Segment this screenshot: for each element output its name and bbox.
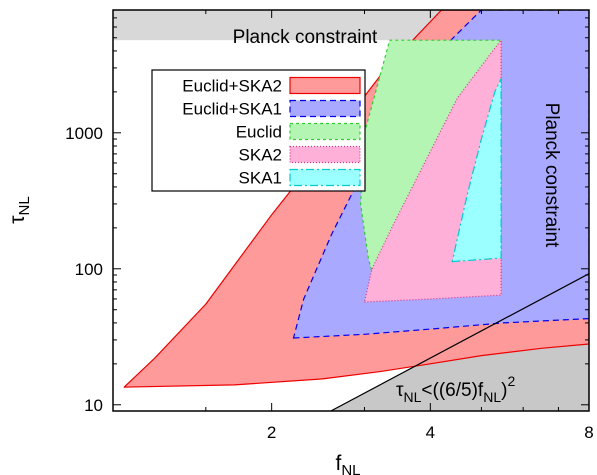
- series-region-ska1: [451, 78, 502, 263]
- y-tick-label: 100: [75, 260, 103, 279]
- x-axis-title: fNL: [335, 452, 360, 475]
- legend-label: SKA2: [239, 146, 282, 165]
- legend-swatch: [289, 168, 361, 187]
- bound-sup: 2: [507, 373, 515, 389]
- legend-label: Euclid+SKA1: [182, 100, 282, 119]
- y-tick-label: 10: [84, 396, 103, 415]
- legend: Euclid+SKA2 Euclid+SKA1 Euclid SKA2 SKA1: [151, 69, 366, 192]
- legend-swatch: [289, 76, 361, 95]
- bound-tau: τ: [396, 380, 404, 401]
- legend-label: Euclid: [236, 123, 282, 142]
- bound-label: τNL<((6/5)fNL)2: [396, 373, 515, 405]
- plot-area: [113, 10, 589, 411]
- bound-tau-sub: NL: [404, 389, 422, 405]
- bound-mid: <((6/5)f: [421, 380, 483, 401]
- bound-fnl-sub: NL: [483, 389, 501, 405]
- bound-line: [330, 273, 589, 411]
- bound-end: ): [501, 380, 507, 401]
- legend-swatch: [289, 122, 361, 141]
- x-tick-label: 8: [584, 423, 593, 442]
- planck-constraint-label-top: Planck constraint: [233, 27, 378, 48]
- x-tick-label: 2: [267, 423, 276, 442]
- y-axis-title: τNL: [6, 196, 33, 223]
- legend-swatch: [289, 99, 361, 118]
- legend-label: SKA1: [239, 169, 282, 188]
- plot-frame: [112, 9, 590, 412]
- legend-swatch: [289, 145, 361, 164]
- x-tick-label: 4: [426, 423, 435, 442]
- legend-label: Euclid+SKA2: [182, 77, 282, 96]
- y-tick-label: 1000: [65, 124, 103, 143]
- planck-constraint-label-right: Planck constraint: [541, 103, 562, 248]
